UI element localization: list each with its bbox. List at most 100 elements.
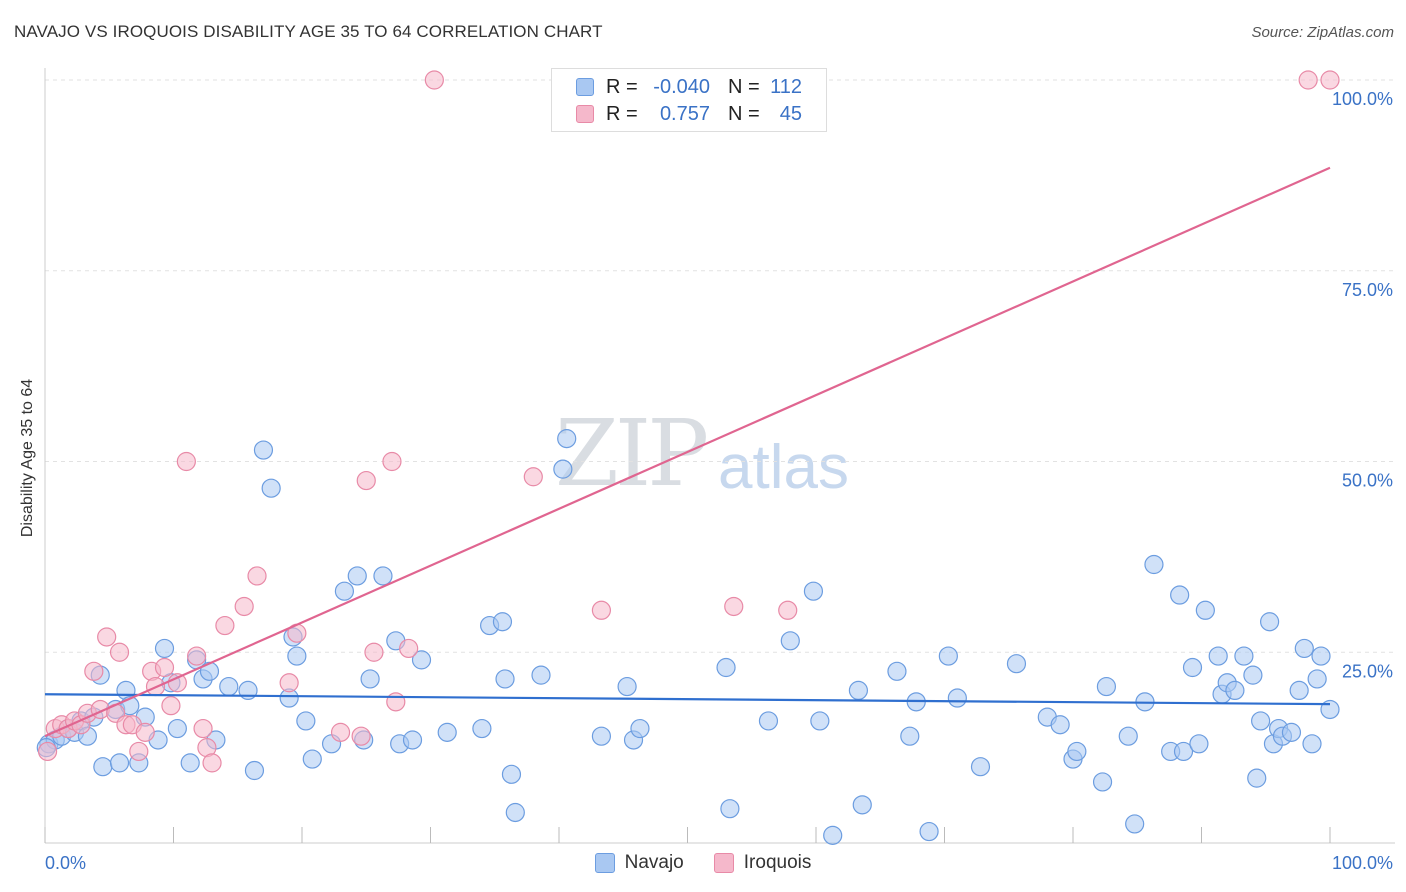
navajo-point	[900, 726, 920, 746]
navajo-point	[617, 676, 637, 697]
iroquois-point	[778, 600, 798, 620]
iroquois-point	[154, 657, 175, 678]
navajo-point	[1294, 638, 1314, 659]
navajo-point	[296, 711, 316, 731]
navajo-point	[1307, 669, 1327, 689]
navajo-point	[630, 718, 650, 739]
y-tick-label: 50.0%	[1342, 471, 1393, 491]
x-tick-label: 100.0%	[1332, 853, 1393, 873]
iroquois-swatch	[576, 105, 594, 123]
navajo-point	[244, 760, 265, 781]
navajo-point	[1182, 657, 1203, 678]
navajo-point	[1189, 734, 1209, 754]
navajo-swatch	[576, 78, 594, 96]
navajo-point	[887, 661, 907, 681]
iroquois-point	[234, 596, 254, 617]
iroquois-point	[161, 696, 181, 716]
navajo-point	[495, 669, 515, 689]
n-label: N =	[728, 102, 760, 125]
navajo-point	[167, 718, 187, 739]
navajo-point	[848, 680, 869, 701]
navajo-point	[1281, 722, 1302, 742]
y-tick-label: 75.0%	[1342, 280, 1393, 300]
y-tick-label: 25.0%	[1342, 661, 1393, 681]
navajo-point	[1195, 600, 1215, 620]
iroquois-point	[176, 451, 196, 472]
iroquois-point	[386, 692, 406, 712]
navajo-point	[1125, 814, 1145, 834]
correlation-legend: R = -0.040 N = 112 R = 0.757 N = 45	[551, 68, 827, 132]
navajo-point	[1067, 741, 1087, 762]
navajo-point	[758, 711, 779, 731]
navajo-point	[1096, 676, 1117, 697]
navajo-point	[553, 459, 573, 479]
navajo-point	[1050, 715, 1070, 735]
navajo-point	[437, 722, 457, 742]
navajo-point	[109, 753, 130, 773]
navajo-point	[557, 429, 577, 449]
navajo-point	[1173, 741, 1194, 762]
series-legend: Navajo Iroquois	[0, 852, 1406, 874]
navajo-point	[253, 440, 274, 460]
iroquois-point	[37, 741, 58, 762]
iroquois-point	[129, 741, 149, 762]
iroquois-point	[279, 673, 299, 693]
chart-title: NAVAJO VS IROQUOIS DISABILITY AGE 35 TO …	[14, 22, 603, 41]
legend-row-iroquois: R = 0.757 N = 45	[576, 101, 802, 127]
navajo-point	[219, 676, 239, 697]
navajo-point	[1251, 711, 1271, 731]
navajo-point	[347, 566, 367, 586]
iroquois-point	[193, 718, 213, 739]
navajo-point	[1243, 665, 1263, 685]
n-value: 45	[779, 102, 802, 125]
navajo-point	[180, 753, 200, 773]
navajo-point	[1289, 680, 1309, 701]
iroquois-point	[399, 638, 419, 659]
navajo-point	[1260, 612, 1280, 632]
navajo-point	[919, 821, 939, 842]
navajo-point	[852, 795, 872, 815]
iroquois-trendline	[44, 166, 1331, 738]
iroquois-point	[247, 566, 267, 586]
iroquois-point	[364, 642, 384, 662]
iroquois-point	[591, 600, 612, 620]
x-tick-label: 0.0%	[45, 853, 86, 873]
navajo-point	[501, 764, 522, 784]
iroquois-point	[202, 753, 222, 773]
legend-item-iroquois: Iroquois	[713, 852, 811, 874]
navajo-point	[261, 478, 281, 498]
navajo-point	[1311, 646, 1331, 666]
iroquois-point	[84, 661, 104, 681]
iroquois-point	[724, 596, 744, 617]
navajo-point	[1170, 585, 1190, 605]
iroquois-point	[1298, 70, 1318, 90]
navajo-point	[93, 757, 113, 777]
navajo-point	[810, 711, 830, 731]
navajo-point	[1118, 726, 1138, 746]
navajo-point	[1225, 680, 1245, 701]
navajo-point	[803, 581, 824, 601]
r-value: 0.757	[659, 102, 710, 125]
iroquois-point	[109, 642, 130, 662]
r-value: -0.040	[653, 75, 710, 98]
navajo-point	[402, 730, 423, 750]
iroquois-point	[215, 615, 235, 636]
iroquois-point	[1320, 70, 1340, 90]
navajo-point	[472, 718, 492, 739]
navajo-point	[287, 646, 307, 666]
navajo-swatch	[594, 853, 615, 873]
navajo-point	[360, 669, 380, 689]
navajo-point	[716, 657, 736, 678]
navajo-point	[938, 646, 958, 666]
navajo-point	[1302, 734, 1322, 754]
source-label: Source: ZipAtlas.com	[1251, 24, 1394, 41]
legend-label-navajo: Navajo	[624, 852, 684, 873]
navajo-point	[1247, 768, 1267, 788]
iroquois-point	[187, 646, 207, 666]
navajo-point	[154, 638, 175, 659]
iroquois-point	[351, 726, 371, 746]
navajo-point	[1006, 654, 1027, 674]
n-label: N =	[728, 75, 760, 98]
iroquois-point	[356, 470, 376, 491]
